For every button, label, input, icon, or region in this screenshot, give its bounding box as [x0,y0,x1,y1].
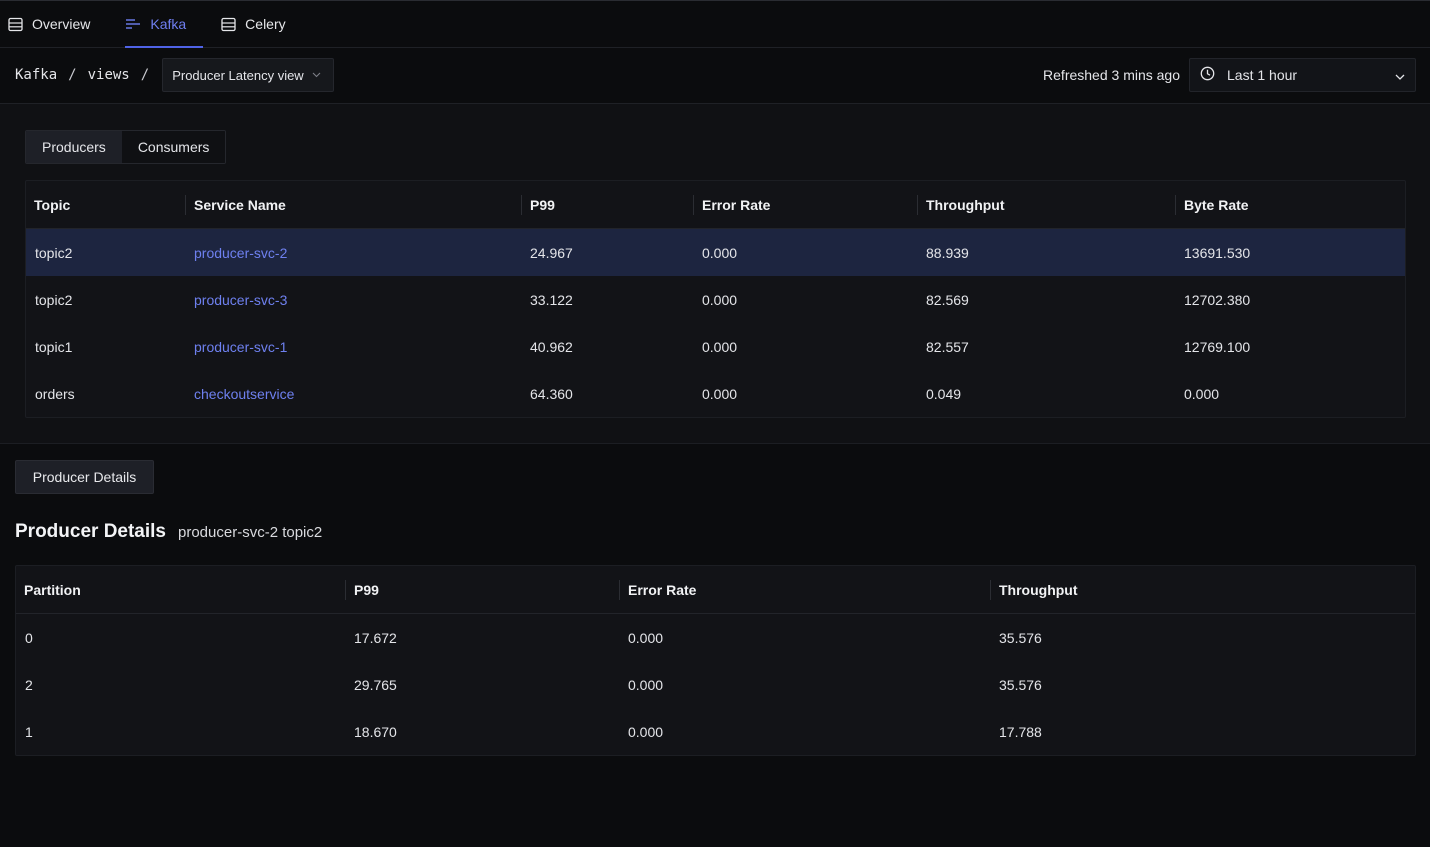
p99-cell: 40.962 [530,338,573,355]
p99-cell: 17.672 [354,629,397,646]
error-rate-cell: 0.000 [628,676,664,693]
table-row[interactable]: 2 29.765 0.000 35.576 [16,661,1415,708]
topic-cell: topic1 [35,338,73,355]
byte-rate-cell: 12702.380 [1184,291,1251,308]
p99-cell: 24.967 [530,244,573,261]
chevron-down-icon [312,70,321,81]
p99-cell: 64.360 [530,385,573,402]
breadcrumb-separator: / [68,67,77,83]
table-icon [221,17,236,32]
error-rate-cell: 0.000 [702,244,738,261]
tab-celery[interactable]: Celery [221,1,302,47]
tab-celery-label: Celery [245,16,286,32]
table-row[interactable]: 0 17.672 0.000 35.576 [16,614,1415,661]
table-row[interactable]: orders checkoutservice 64.360 0.000 0.04… [26,370,1405,417]
table-header-row: Partition P99 Error Rate Throughput [16,566,1415,614]
breadcrumb-views[interactable]: views [87,67,130,83]
throughput-cell: 35.576 [999,629,1042,646]
details-title: Producer Details [15,521,166,542]
details-heading: Producer Details producer-svc-2 topic2 [15,521,322,543]
view-select[interactable]: Producer Latency view [162,58,334,92]
header-bar: Kafka / views / Producer Latency view Re… [0,48,1430,104]
throughput-cell: 88.939 [926,244,969,261]
breadcrumb-separator: / [140,67,150,83]
tab-overview-label: Overview [32,16,91,32]
partition-cell: 1 [25,723,33,740]
p99-cell: 18.670 [354,723,397,740]
time-range-label: Last 1 hour [1227,67,1298,83]
error-rate-cell: 0.000 [628,723,664,740]
throughput-cell: 82.557 [926,338,969,355]
partitions-table: Partition P99 Error Rate Throughput 0 17… [15,565,1416,756]
p99-cell: 29.765 [354,676,397,693]
breadcrumb-root[interactable]: Kafka [15,67,58,83]
view-select-label: Producer Latency view [172,67,304,83]
byte-rate-cell: 0.000 [1184,385,1220,402]
column-header[interactable]: Service Name [185,194,521,215]
topic-cell: topic2 [35,291,73,308]
throughput-cell: 0.049 [926,385,962,402]
producer-details-button[interactable]: Producer Details [15,460,154,494]
partition-cell: 2 [25,676,33,693]
column-header[interactable]: Error Rate [619,579,990,600]
partition-cell: 0 [25,629,33,646]
producers-panel: Producers Consumers Topic Service Name P… [0,104,1430,444]
tab-kafka-label: Kafka [150,16,187,32]
column-header[interactable]: Byte Rate [1175,194,1405,215]
column-header[interactable]: Throughput [990,579,1410,600]
error-rate-cell: 0.000 [702,385,738,402]
tab-kafka[interactable]: Kafka [125,1,203,48]
clock-icon [1200,66,1215,84]
service-link[interactable]: producer-svc-3 [194,291,288,308]
byte-rate-cell: 12769.100 [1184,338,1251,355]
column-header[interactable]: Throughput [917,194,1175,215]
table-header-row: Topic Service Name P99 Error Rate Throug… [26,181,1405,229]
chevron-down-icon [1395,67,1405,83]
table-row[interactable]: topic2 producer-svc-2 24.967 0.000 88.93… [26,229,1405,276]
error-rate-cell: 0.000 [628,629,664,646]
column-header[interactable]: Topic [34,196,71,213]
table-icon [8,17,23,32]
service-link[interactable]: producer-svc-1 [194,338,288,355]
byte-rate-cell: 13691.530 [1184,244,1251,261]
error-rate-cell: 0.000 [702,291,738,308]
segment-tabs: Producers Consumers [25,130,227,164]
table-row[interactable]: topic1 producer-svc-1 40.962 0.000 82.55… [26,323,1405,370]
table-row[interactable]: topic2 producer-svc-3 33.122 0.000 82.56… [26,276,1405,323]
throughput-cell: 35.576 [999,676,1042,693]
p99-cell: 33.122 [530,291,573,308]
details-subtitle: producer-svc-2 topic2 [178,524,323,541]
bars-icon [125,17,141,31]
table-row[interactable]: 1 18.670 0.000 17.788 [16,708,1415,755]
tab-consumers[interactable]: Consumers [121,131,226,163]
top-nav: Overview Kafka Celery [0,0,1430,48]
column-header[interactable]: Partition [24,581,81,598]
refreshed-status: Refreshed 3 mins ago [1043,67,1180,83]
tab-producers[interactable]: Producers [26,131,122,163]
column-header[interactable]: P99 [521,194,693,215]
breadcrumb: Kafka / views / Producer Latency view [15,58,334,92]
producers-table: Topic Service Name P99 Error Rate Throug… [25,180,1406,418]
error-rate-cell: 0.000 [702,338,738,355]
tab-overview[interactable]: Overview [8,1,107,47]
service-link[interactable]: checkoutservice [194,385,295,402]
throughput-cell: 82.569 [926,291,969,308]
topic-cell: topic2 [35,244,73,261]
time-range-select[interactable]: Last 1 hour [1189,58,1416,92]
throughput-cell: 17.788 [999,723,1042,740]
column-header[interactable]: Error Rate [693,194,917,215]
column-header[interactable]: P99 [345,579,619,600]
service-link[interactable]: producer-svc-2 [194,244,288,261]
topic-cell: orders [35,385,75,402]
